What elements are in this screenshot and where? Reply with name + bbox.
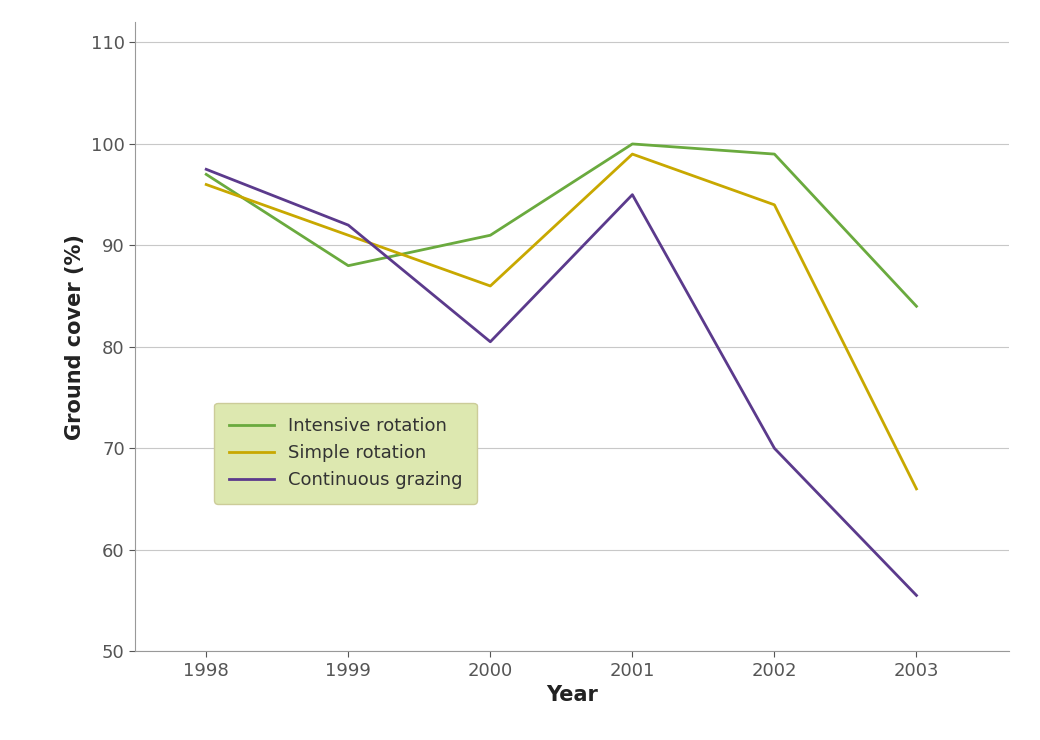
Intensive rotation bbox=[769, 149, 781, 158]
Y-axis label: Ground cover (%): Ground cover (%) bbox=[66, 234, 85, 440]
Simple rotation bbox=[200, 180, 212, 189]
Continuous grazing bbox=[484, 337, 496, 346]
Continuous grazing bbox=[626, 190, 639, 199]
Intensive rotation bbox=[342, 261, 355, 270]
Continuous grazing bbox=[200, 165, 212, 174]
Simple rotation bbox=[484, 281, 496, 290]
Simple rotation bbox=[769, 201, 781, 209]
Continuous grazing bbox=[342, 221, 355, 229]
Intensive rotation bbox=[200, 170, 212, 179]
Continuous grazing bbox=[769, 444, 781, 453]
Legend: Intensive rotation, Simple rotation, Continuous grazing: Intensive rotation, Simple rotation, Con… bbox=[214, 403, 477, 504]
Continuous grazing bbox=[910, 591, 922, 600]
X-axis label: Year: Year bbox=[546, 685, 598, 705]
Intensive rotation bbox=[910, 302, 922, 311]
Line: Continuous grazing: Continuous grazing bbox=[206, 169, 916, 596]
Intensive rotation bbox=[484, 231, 496, 240]
Intensive rotation bbox=[626, 140, 639, 149]
Line: Simple rotation: Simple rotation bbox=[206, 154, 916, 489]
Simple rotation bbox=[626, 149, 639, 158]
Simple rotation bbox=[342, 231, 355, 240]
Simple rotation bbox=[910, 485, 922, 494]
Line: Intensive rotation: Intensive rotation bbox=[206, 144, 916, 306]
